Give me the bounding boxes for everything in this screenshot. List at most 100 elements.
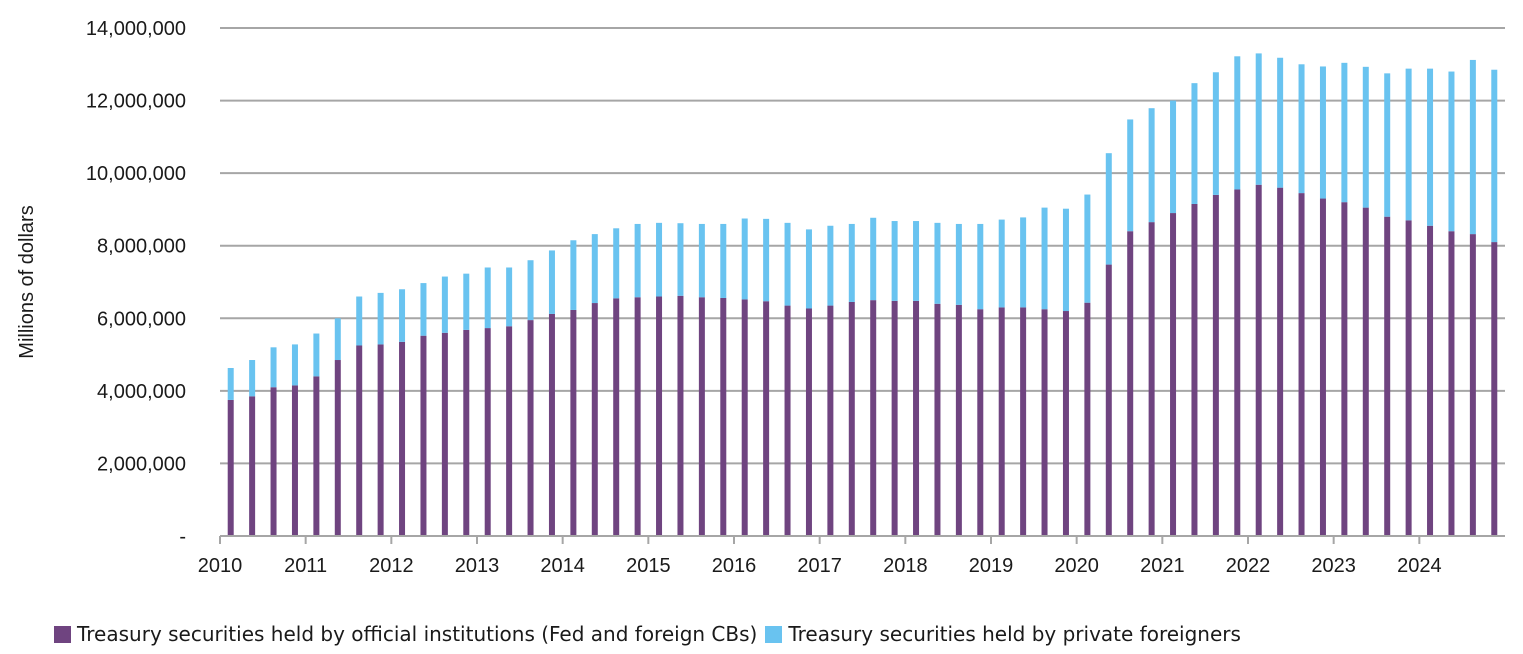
bar-private [1084,194,1091,303]
bar-official [249,396,256,536]
bar-private [998,219,1005,308]
y-tick-label: 10,000,000 [86,163,186,185]
bar-official [763,301,770,536]
bar-private [955,223,962,305]
bar-private [805,229,812,309]
bar-private [891,221,898,301]
bar-official [1448,231,1455,536]
x-axis: 2010 2011 2012 2013 2014 2015 2016 2017 2018 2019… [198,535,1505,577]
bar-private [1041,207,1048,310]
x-tick-label: 2023 [1311,555,1356,577]
bar-private [420,283,427,336]
bar-official [484,328,491,536]
y-axis-label: Millions of dollars [16,205,38,358]
legend-label-official: Treasury securities held by official ins… [77,622,758,646]
bar-official [656,296,663,536]
bar-private [656,222,663,297]
bar-private [741,218,748,300]
legend-label-private: Treasury securities held by private fore… [788,622,1241,646]
bar-private [1384,73,1391,217]
x-tick-label: 2011 [284,555,327,577]
y-tick-label: 12,000,000 [86,91,186,113]
bar-private [634,223,641,298]
bar-private [1319,66,1326,199]
bar-official [1362,207,1369,536]
bar-private [249,360,256,397]
x-tick-label: 2014 [540,555,585,577]
x-tick-label: 2021 [1140,555,1185,577]
bar-official [420,335,427,536]
bar-official [1405,220,1412,537]
legend: Treasury securities held by official ins… [54,622,1249,646]
bar-private [698,223,705,298]
x-tick-label: 2013 [455,555,500,577]
bar-official [634,297,641,536]
bar-private [570,240,577,310]
bar-official [1212,194,1219,536]
y-tick-label: 2,000,000 [97,453,186,475]
bar-official [1041,309,1048,536]
y-tick-label: 6,000,000 [97,308,186,330]
bar-official [1384,216,1391,536]
bar-official [1234,189,1241,536]
bar-private [1405,68,1412,221]
x-tick-label: 2017 [797,555,842,577]
bar-official [977,309,984,536]
bar-official [570,309,577,536]
bar-private [1105,153,1112,265]
bar-private [1148,108,1155,223]
bar-private [334,318,341,361]
bar-private [1448,71,1455,232]
y-tick-label: 8,000,000 [97,236,186,258]
bar-official [527,320,534,536]
bar-private [1212,72,1219,195]
bar-private [677,223,684,296]
x-tick-label: 2020 [1054,555,1099,577]
bar-private [1191,83,1198,204]
bar-official [441,332,448,536]
bar-private [356,296,363,346]
bar-official [377,344,384,536]
bar-private [270,347,277,388]
bar-official [291,385,298,536]
bar-private [506,267,513,327]
bar-official [334,360,341,536]
legend-swatch-private [765,625,783,643]
bar-private [870,217,877,301]
bar-private [827,225,834,306]
x-tick-label: 2022 [1226,555,1271,577]
bar-official [1020,307,1027,536]
bar-private [227,367,234,400]
bar-official [934,303,941,536]
bar-private [1170,100,1177,214]
bar-private [1234,56,1241,190]
bar-private [548,250,555,314]
bar-official [270,387,277,536]
bar-official [613,298,620,536]
bar-official [1491,242,1498,537]
bar-private [613,228,620,299]
bar-official [698,297,705,536]
bar-private [784,222,791,306]
bar-official [827,305,834,536]
bar-private [291,344,298,386]
bar-official [1298,193,1305,536]
bar-official [591,303,598,536]
bar-official [506,326,513,536]
x-tick-label: 2024 [1397,555,1442,577]
bars [227,53,1498,537]
y-axis-ticks: - 2,000,000 4,000,000 6,000,000 8,000,000 10,… [86,18,186,548]
bar-private [313,333,320,377]
stacked-bar-chart: - 2,000,000 4,000,000 6,000,000 8,000,000 10,… [16,18,1505,577]
bar-official [313,376,320,536]
bar-private [913,221,920,301]
bar-private [1127,119,1134,232]
legend-item-private: Treasury securities held by private fore… [765,622,1241,646]
bar-private [720,223,727,298]
bar-official [913,300,920,536]
bar-official [1148,222,1155,536]
bar-official [1341,202,1348,536]
bar-private [977,223,984,310]
x-tick-label: 2015 [626,555,671,577]
bar-private [1277,57,1284,188]
